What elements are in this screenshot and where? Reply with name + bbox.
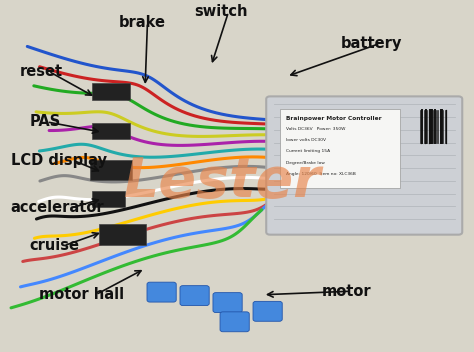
Text: reset: reset: [20, 64, 64, 79]
Text: brake: brake: [119, 15, 166, 30]
Text: Brainpower Motor Controller: Brainpower Motor Controller: [285, 116, 381, 121]
Text: cruise: cruise: [30, 238, 80, 253]
Text: Angle: 120/60  Item no: XLC36B: Angle: 120/60 Item no: XLC36B: [285, 172, 356, 176]
FancyBboxPatch shape: [92, 83, 129, 100]
Text: LCD display: LCD display: [11, 153, 107, 168]
FancyBboxPatch shape: [92, 191, 125, 207]
Text: motor: motor: [322, 284, 372, 299]
FancyBboxPatch shape: [280, 109, 400, 188]
FancyBboxPatch shape: [253, 301, 282, 321]
FancyBboxPatch shape: [180, 286, 209, 306]
Text: switch: switch: [195, 4, 248, 19]
Text: battery: battery: [341, 36, 402, 51]
FancyBboxPatch shape: [220, 312, 249, 332]
FancyBboxPatch shape: [90, 159, 132, 180]
FancyBboxPatch shape: [147, 282, 176, 302]
Text: accelerator: accelerator: [11, 200, 104, 215]
FancyBboxPatch shape: [213, 293, 242, 313]
FancyBboxPatch shape: [92, 123, 129, 139]
FancyBboxPatch shape: [266, 96, 462, 235]
Text: Current limiting 15A: Current limiting 15A: [285, 150, 329, 153]
Text: Lester: Lester: [124, 155, 321, 209]
Text: lower volts DC30V: lower volts DC30V: [285, 138, 326, 142]
Text: PAS: PAS: [30, 114, 61, 130]
FancyBboxPatch shape: [100, 224, 146, 245]
Text: Degree/Brake low: Degree/Brake low: [285, 161, 324, 165]
Text: Volts DC36V   Power: 350W: Volts DC36V Power: 350W: [285, 127, 345, 131]
Text: motor hall: motor hall: [39, 287, 124, 302]
